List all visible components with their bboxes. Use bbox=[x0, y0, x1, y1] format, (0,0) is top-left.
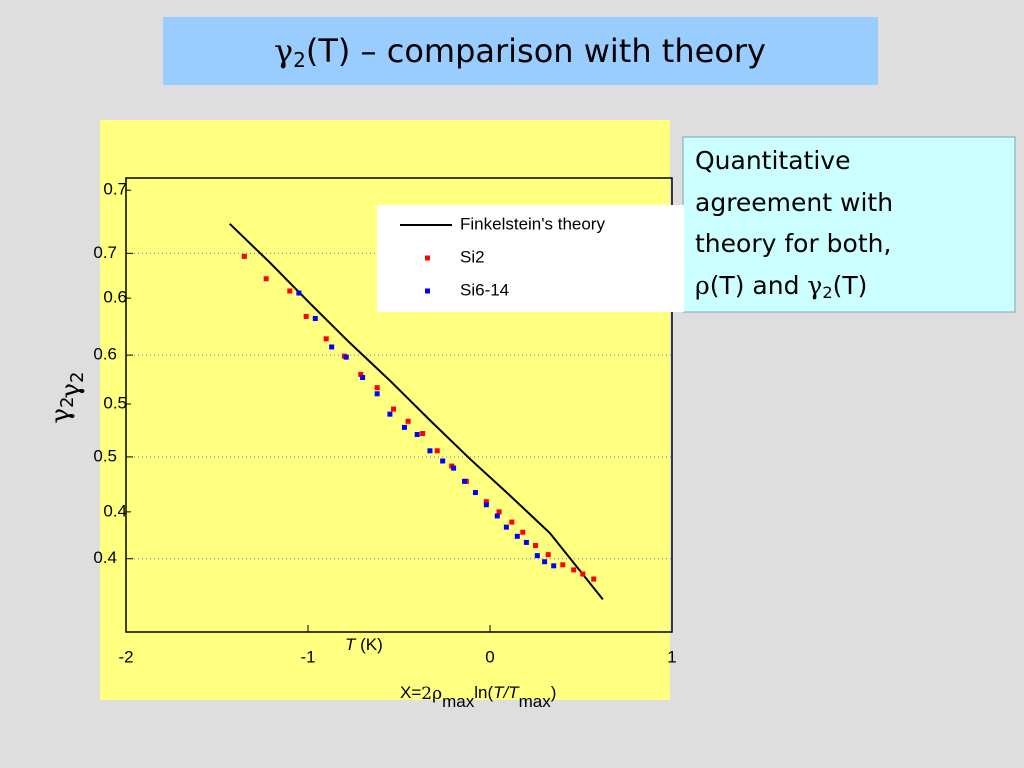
plot-frame bbox=[125, 177, 673, 633]
data-point bbox=[312, 315, 318, 321]
y-label-symbol: γ bbox=[46, 408, 76, 424]
data-point bbox=[580, 571, 586, 577]
y-label-symbol: γ bbox=[56, 383, 86, 399]
data-point bbox=[483, 502, 489, 508]
data-point bbox=[472, 490, 478, 496]
data-point bbox=[509, 519, 515, 525]
y-label-sub: 2 bbox=[57, 397, 78, 408]
gamma: γ bbox=[807, 271, 822, 300]
unit: (K) bbox=[355, 635, 382, 654]
data-point bbox=[551, 563, 557, 569]
data-point bbox=[358, 371, 364, 377]
data-point bbox=[414, 432, 420, 438]
y-tick-label: 0.5 bbox=[93, 446, 117, 465]
data-point bbox=[405, 418, 411, 424]
note-line: ρ(T) and γ2(T) bbox=[695, 271, 867, 302]
x-tick-label: 0 bbox=[485, 647, 494, 666]
x-label-part: ) bbox=[551, 683, 557, 702]
data-point bbox=[451, 465, 457, 471]
data-point bbox=[374, 391, 380, 397]
data-point bbox=[387, 411, 393, 417]
data-point bbox=[323, 336, 329, 342]
note-text: (T) and bbox=[710, 271, 808, 300]
x-tick-label: -1 bbox=[300, 647, 315, 666]
note-text: (T) bbox=[833, 271, 868, 300]
y-tick-label: 0.4 bbox=[103, 501, 127, 520]
rho: ρ bbox=[695, 271, 710, 300]
note-box bbox=[682, 136, 1016, 313]
title-text: (T) – comparison with theory bbox=[306, 32, 766, 70]
legend-swatch bbox=[425, 288, 430, 294]
legend-label: Finkelstein's theory bbox=[460, 214, 605, 233]
y-tick-label: 0.4 bbox=[93, 548, 117, 567]
data-point bbox=[534, 553, 540, 559]
y-tick-label: 0.6 bbox=[93, 345, 117, 364]
data-point bbox=[494, 513, 500, 519]
data-point bbox=[560, 562, 566, 568]
legend-label: Si6-14 bbox=[460, 280, 509, 299]
data-point bbox=[296, 290, 302, 296]
x-label-part: T bbox=[493, 683, 505, 702]
y-axis-label: γ2 bbox=[56, 372, 88, 399]
y-tick-label: 0.7 bbox=[103, 180, 127, 199]
x-label-part: max bbox=[442, 692, 475, 711]
data-point bbox=[523, 539, 529, 545]
data-point bbox=[571, 567, 577, 573]
data-point bbox=[401, 424, 407, 430]
x-label-part: / bbox=[503, 683, 511, 702]
data-point bbox=[241, 253, 247, 259]
y-label-sub: 2 bbox=[67, 372, 88, 383]
title-box bbox=[163, 17, 878, 85]
title-sub: 2 bbox=[293, 48, 306, 72]
legend-label: Si2 bbox=[460, 247, 485, 266]
data-point bbox=[427, 448, 433, 454]
y-tick-label: 0.6 bbox=[103, 288, 127, 307]
title: γ2(T) – comparison with theory bbox=[274, 32, 766, 72]
legend-swatch bbox=[425, 255, 430, 261]
data-point bbox=[496, 509, 502, 515]
note-line: Quantitative bbox=[695, 146, 850, 175]
data-point bbox=[440, 458, 446, 464]
data-point bbox=[374, 385, 380, 391]
data-point bbox=[545, 552, 551, 558]
data-point bbox=[483, 499, 489, 505]
x-axis-label-old: T (K) bbox=[345, 635, 383, 654]
data-point bbox=[303, 313, 309, 319]
x-axis-label: X=2ρmaxln(T/Tmax) bbox=[400, 683, 556, 711]
x-label-part: X= bbox=[400, 683, 421, 702]
data-point bbox=[420, 431, 426, 437]
note-line: agreement with bbox=[695, 188, 893, 217]
data-point bbox=[360, 375, 366, 381]
x-tick-label: -2 bbox=[118, 647, 133, 666]
data-point bbox=[591, 576, 597, 582]
data-point bbox=[391, 406, 397, 412]
data-point bbox=[343, 354, 349, 360]
data-point bbox=[520, 529, 526, 535]
data-point bbox=[514, 533, 520, 539]
x-label-part: ln( bbox=[474, 683, 493, 702]
var: T bbox=[345, 635, 357, 654]
x-tick-label: 1 bbox=[667, 647, 676, 666]
data-point bbox=[263, 276, 269, 282]
y-tick-label: 0.5 bbox=[103, 393, 127, 412]
data-point bbox=[287, 288, 293, 294]
data-point bbox=[533, 542, 538, 548]
data-point bbox=[462, 478, 468, 484]
x-label-part: T bbox=[508, 683, 520, 702]
data-point bbox=[503, 524, 509, 530]
theory-line bbox=[229, 223, 604, 601]
title-symbol: γ bbox=[274, 32, 293, 70]
x-label-part: 2ρ bbox=[421, 684, 442, 704]
x-label-part: max bbox=[519, 692, 552, 711]
data-point bbox=[542, 559, 548, 565]
y-tick-label: 0.7 bbox=[93, 243, 117, 262]
data-point bbox=[434, 448, 440, 454]
note-line: theory for both, bbox=[695, 229, 891, 258]
sub: 2 bbox=[822, 283, 832, 302]
data-point bbox=[329, 344, 335, 350]
y-axis-label: γ2 bbox=[46, 397, 78, 424]
